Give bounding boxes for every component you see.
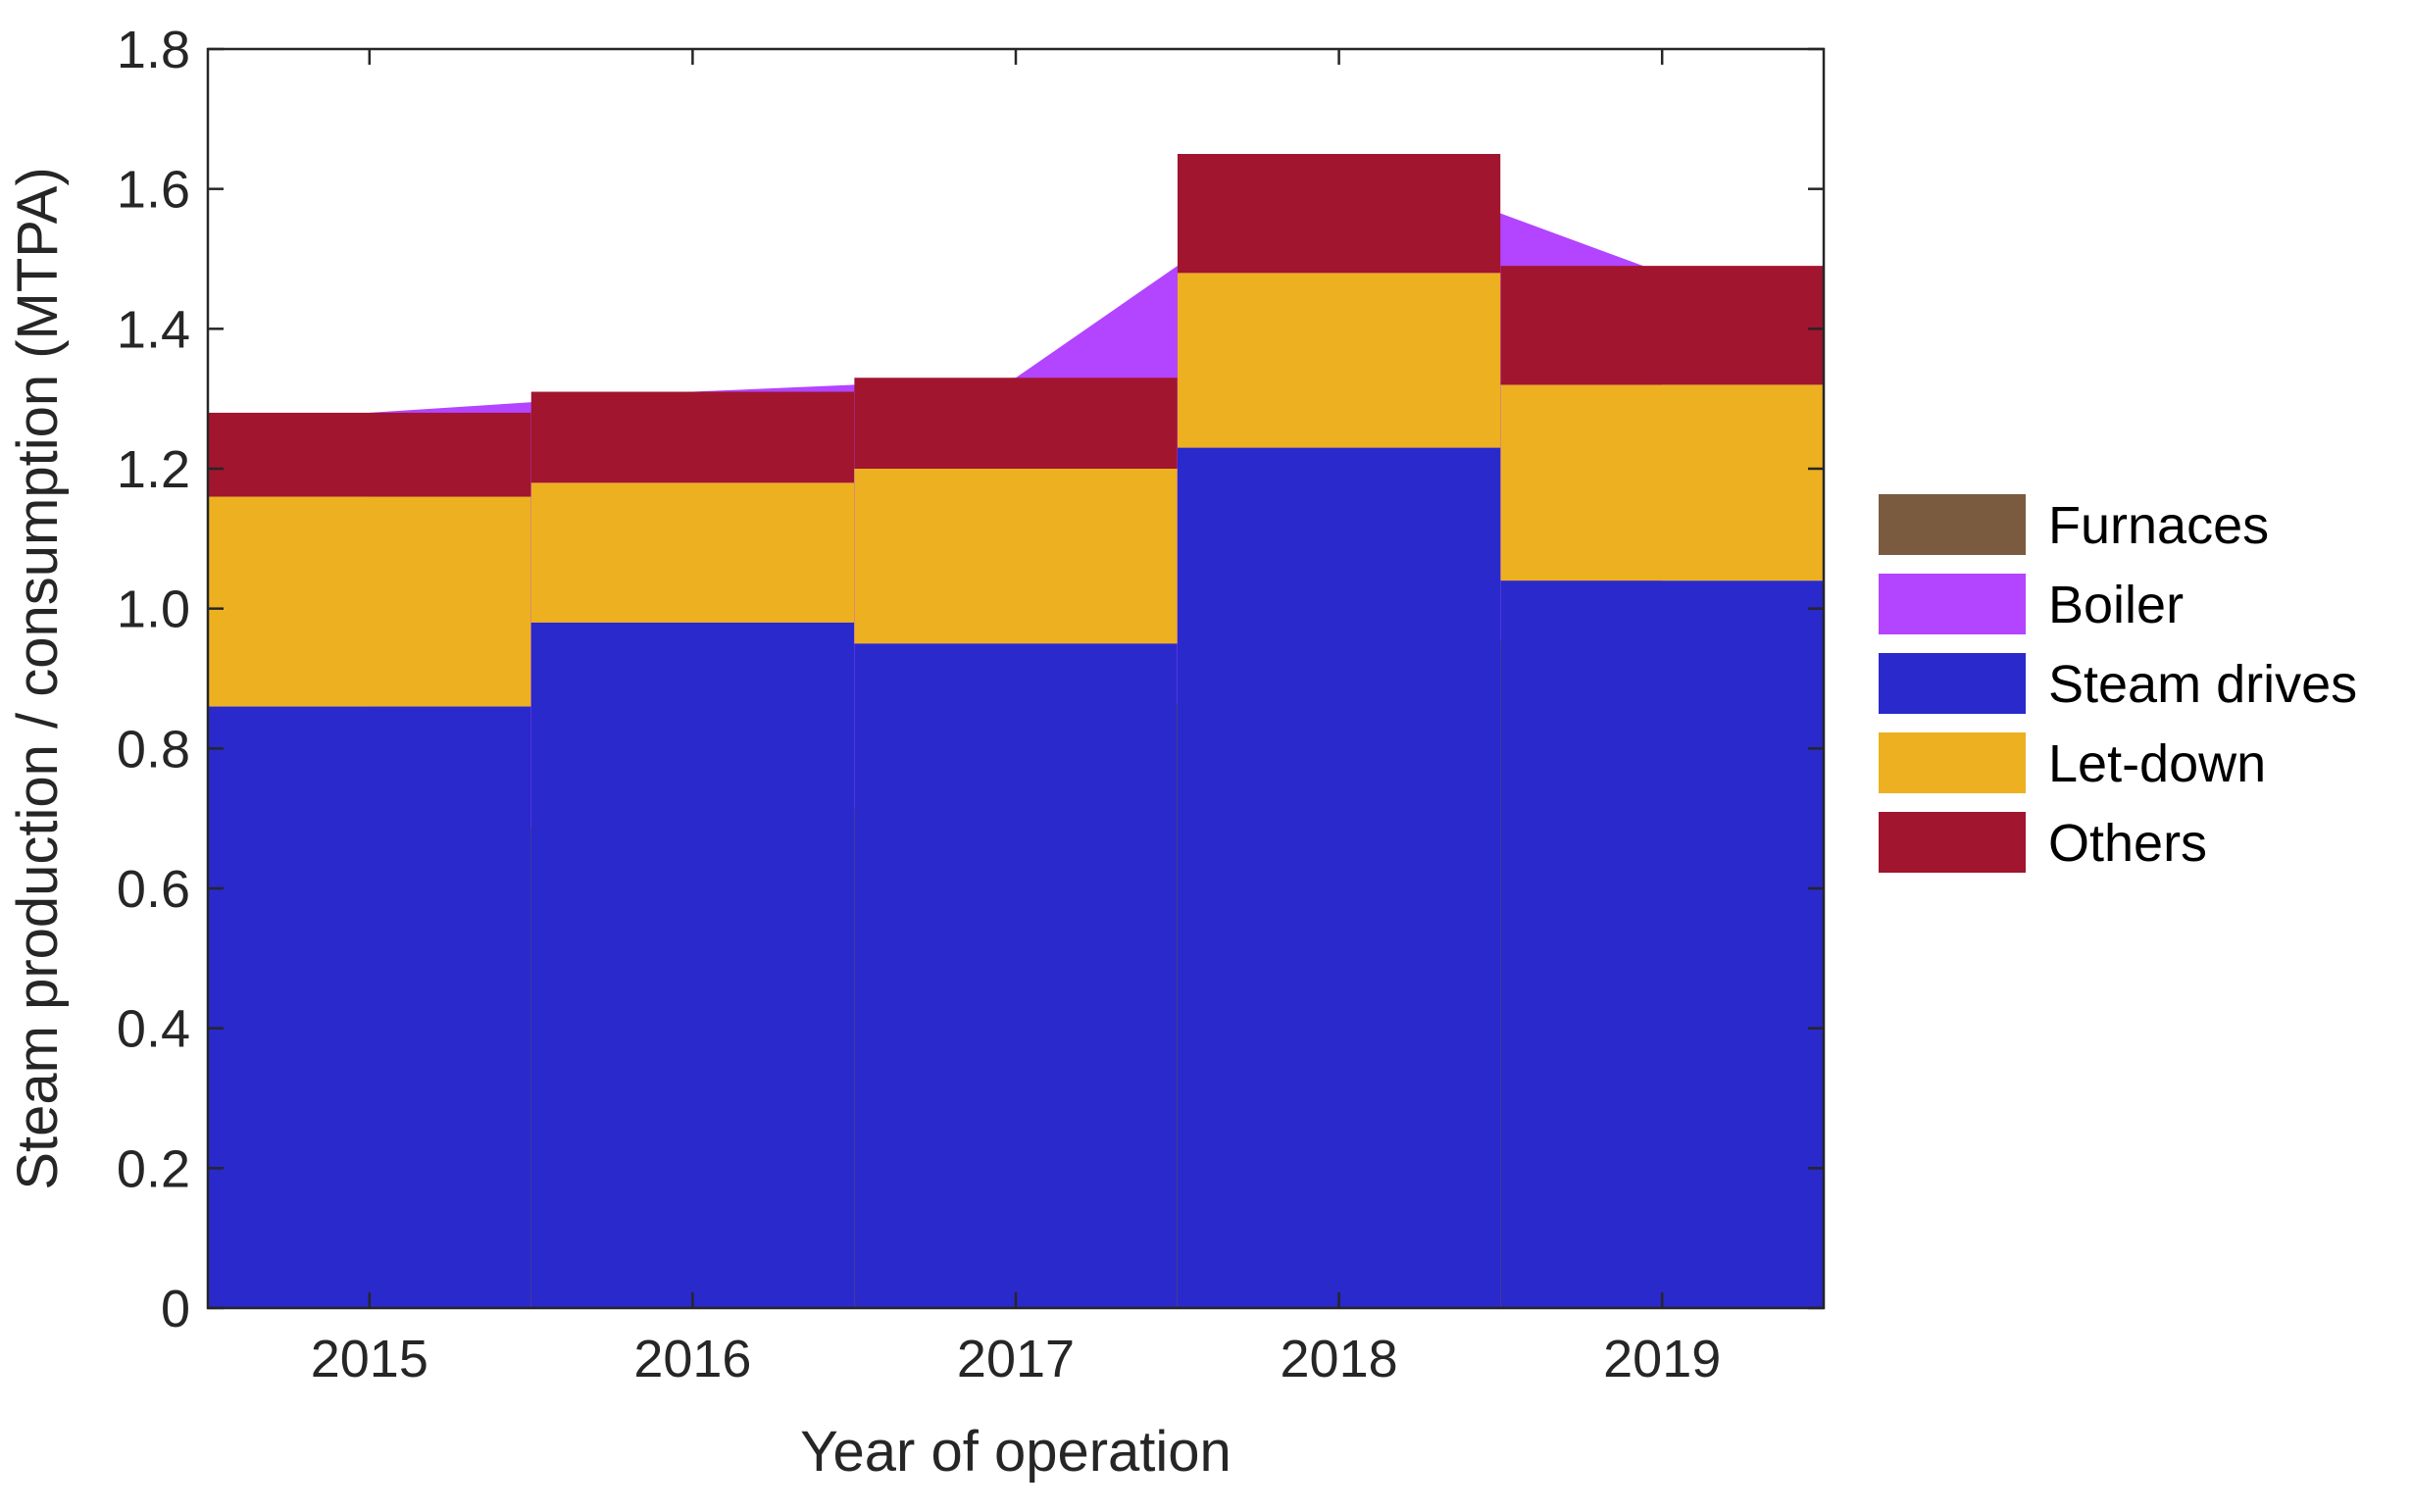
- legend-swatch-let-down: [1877, 731, 2028, 795]
- legend-label-steam-drives: Steam drives: [2048, 655, 2357, 714]
- bar-others-2018: [1177, 154, 1501, 274]
- bar-let-down-2017: [854, 469, 1178, 644]
- y-tick-label: 0.6: [117, 860, 190, 919]
- x-tick-label: 2018: [1281, 1330, 1398, 1388]
- legend-label-boiler: Boiler: [2048, 576, 2184, 634]
- legend-label-furnaces: Furnaces: [2048, 496, 2269, 555]
- legend-label-let-down: Let-down: [2048, 734, 2266, 793]
- y-tick-label: 1.8: [117, 21, 190, 79]
- bar-others-2017: [854, 378, 1178, 469]
- y-axis-label: Steam production / consumption (MTPA): [6, 167, 70, 1189]
- bar-others-2015: [208, 412, 531, 497]
- bar-steam-drives-2017: [854, 643, 1178, 1308]
- y-tick-label: 1.6: [117, 161, 190, 220]
- bar-steam-drives-2016: [530, 622, 855, 1308]
- bar-steam-drives-2015: [208, 706, 531, 1308]
- x-tick-label: 2017: [957, 1330, 1075, 1388]
- y-axis: 0 0.2 0.4 0.6 0.8 1.0 1.2 1.4 1.6 1.8: [117, 21, 1824, 1338]
- bar-let-down-2015: [208, 496, 531, 707]
- y-tick-label: 0.4: [117, 1000, 190, 1059]
- y-tick-label: 0.8: [117, 720, 190, 779]
- x-tick-label: 2015: [311, 1330, 428, 1388]
- bar-steam-drives-2018: [1177, 447, 1501, 1309]
- y-tick-label: 1.4: [117, 300, 190, 359]
- legend-swatch-boiler: [1877, 572, 2028, 636]
- consumption-bars: [208, 154, 1824, 1309]
- bar-others-2019: [1500, 266, 1824, 385]
- y-tick-label: 0.2: [117, 1139, 190, 1198]
- legend-swatch-steam-drives: [1877, 651, 2028, 716]
- x-axis-label: Year of operation: [800, 1420, 1231, 1484]
- legend-swatch-others: [1877, 810, 2028, 875]
- y-tick-label: 0: [161, 1280, 190, 1338]
- x-axis: 2015 2016 2017 2018 2019: [311, 49, 1721, 1388]
- bar-let-down-2019: [1500, 384, 1824, 581]
- bar-steam-drives-2019: [1500, 580, 1824, 1308]
- x-tick-label: 2019: [1603, 1330, 1721, 1388]
- legend: Furnaces Boiler Steam drives Let-down Others: [1877, 492, 2357, 875]
- legend-label-others: Others: [2048, 814, 2207, 873]
- x-tick-label: 2016: [633, 1330, 751, 1388]
- legend-swatch-furnaces: [1877, 492, 2028, 557]
- y-tick-label: 1.0: [117, 580, 190, 639]
- bar-let-down-2016: [530, 482, 855, 623]
- bar-others-2016: [530, 391, 855, 483]
- bar-let-down-2018: [1177, 273, 1501, 448]
- y-tick-label: 1.2: [117, 440, 190, 499]
